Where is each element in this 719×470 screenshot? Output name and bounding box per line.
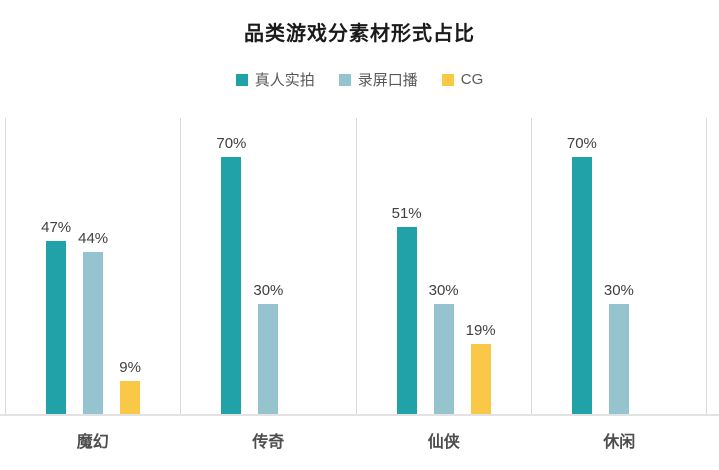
category-label-魔幻: 魔幻 xyxy=(76,434,109,451)
x-axis-line xyxy=(0,414,719,416)
bar-slot: 70% xyxy=(216,118,246,414)
bar-value-label: 51% xyxy=(391,205,422,222)
category-group-魔幻: 47% 44% 9% xyxy=(5,118,180,414)
chart-title: 品类游戏分素材形式占比 xyxy=(244,23,475,45)
bar-真人实拍-魔幻 xyxy=(46,241,67,414)
legend-item-CG: CG xyxy=(441,71,484,88)
bar-value-label: 9% xyxy=(119,359,141,376)
category-label-仙侠: 仙侠 xyxy=(427,434,460,451)
bar-slot: 51% xyxy=(392,118,422,414)
bar-slot: 47% xyxy=(41,118,71,414)
chart-legend: 真人实拍 录屏口播 CG xyxy=(0,69,719,90)
bar-slot: 30% xyxy=(253,118,283,414)
bar-slot: 44% xyxy=(78,118,108,414)
bar-录屏口播-仙侠 xyxy=(433,304,454,414)
bar-value-label: 30% xyxy=(253,282,284,299)
bar-slot: 30% xyxy=(429,118,459,414)
bar-slot: 19% xyxy=(466,118,496,414)
legend-item-录屏口播: 录屏口播 xyxy=(338,69,418,90)
bar-slot: 70% xyxy=(567,118,597,414)
category-label-传奇: 传奇 xyxy=(252,434,285,451)
legend-swatch-icon xyxy=(235,73,248,86)
bar-value-label: 70% xyxy=(216,135,247,152)
bar-录屏口播-休闲 xyxy=(608,304,629,414)
legend-label: 真人实拍 xyxy=(254,72,315,89)
category-group-传奇: 70% 30% xyxy=(180,118,355,414)
bar-slot xyxy=(646,118,666,414)
category-label-休闲: 休闲 xyxy=(603,434,636,451)
plot-area: 47% 44% 9% 70% 30% 51% 30% 19% 70% 30% xyxy=(0,118,719,416)
bar-CG-仙侠 xyxy=(470,344,491,414)
legend-swatch-icon xyxy=(338,73,351,86)
bar-slot xyxy=(295,118,315,414)
bar-value-label: 44% xyxy=(78,230,109,247)
bar-value-label: 30% xyxy=(603,282,634,299)
bar-slot: 9% xyxy=(119,118,141,414)
category-group-休闲: 70% 30% xyxy=(530,118,707,414)
category-axis-labels: 魔幻 传奇 仙侠 休闲 xyxy=(5,414,707,452)
bar-真人实拍-休闲 xyxy=(571,157,592,414)
bar-录屏口播-魔幻 xyxy=(83,252,104,414)
legend-label: 录屏口播 xyxy=(357,72,418,89)
legend-label: CG xyxy=(460,71,484,88)
bar-slot: 30% xyxy=(604,118,634,414)
bar-录屏口播-传奇 xyxy=(258,304,279,414)
bar-value-label: 30% xyxy=(428,282,459,299)
bar-真人实拍-仙侠 xyxy=(396,227,417,414)
legend-item-真人实拍: 真人实拍 xyxy=(235,69,315,90)
bar-value-label: 47% xyxy=(41,219,72,236)
bar-value-label: 19% xyxy=(465,322,496,339)
category-group-仙侠: 51% 30% 19% xyxy=(355,118,531,414)
bar-CG-魔幻 xyxy=(120,381,141,414)
legend-swatch-icon xyxy=(441,73,454,86)
bar-value-label: 70% xyxy=(566,135,597,152)
bar-真人实拍-传奇 xyxy=(221,157,242,414)
